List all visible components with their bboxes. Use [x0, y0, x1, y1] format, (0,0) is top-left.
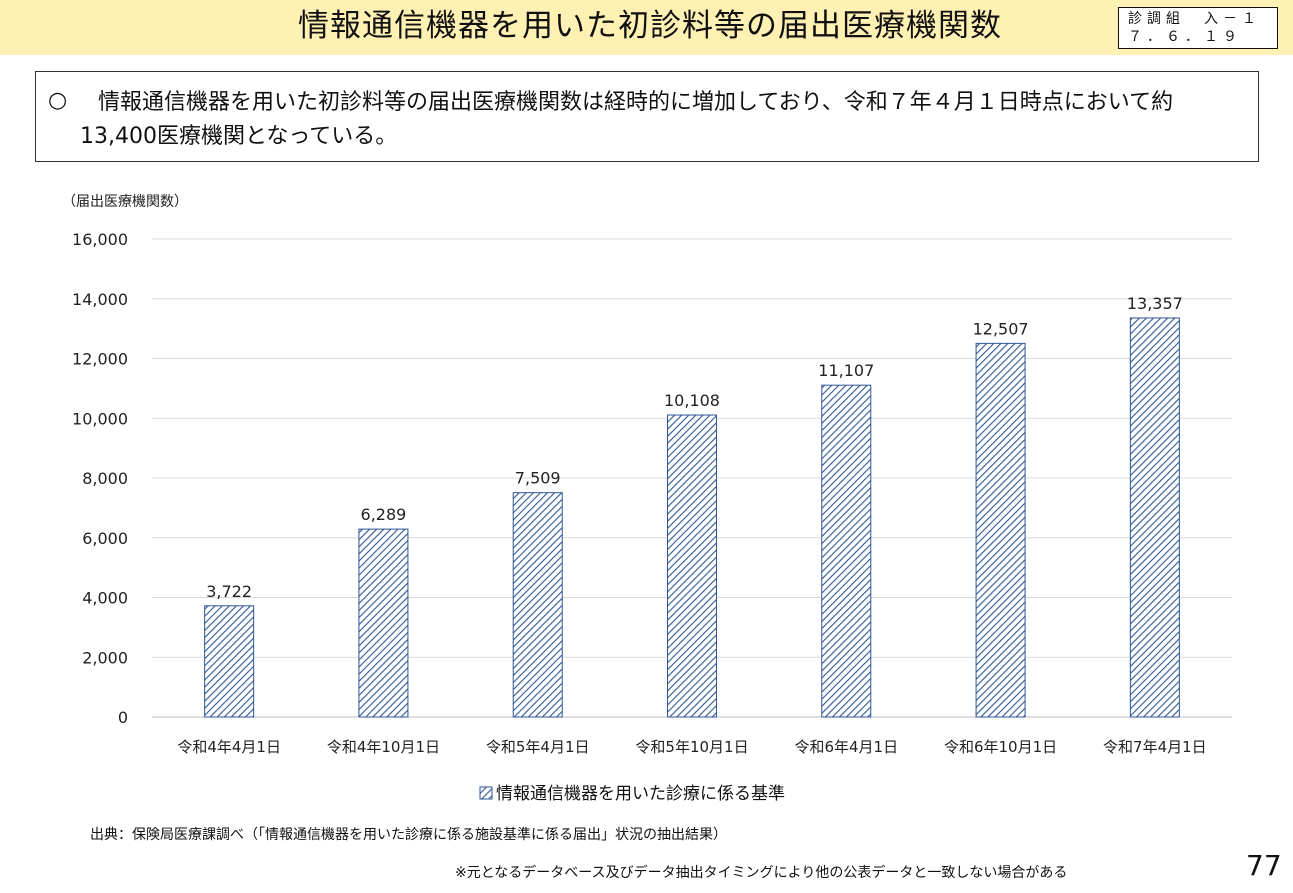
y-tick-label: 6,000 — [82, 529, 128, 548]
bar — [1129, 317, 1180, 718]
bar-value-label: 6,289 — [361, 505, 407, 524]
y-axis-title: （届出医療機関数） — [62, 193, 188, 210]
disclaimer-note: ※元となるデータベース及びデータ抽出タイミングにより他の公表データと一致しない場… — [455, 865, 1068, 881]
bar — [358, 528, 409, 718]
bar-value-label: 7,509 — [515, 469, 561, 488]
document-code-line-2: ７．６．１９ — [1128, 29, 1242, 45]
x-tick-label: 令和4年4月1日 — [177, 738, 281, 756]
y-tick-labels: 0 2,000 4,000 6,000 8,000 10,000 12,000 14,000 1… — [72, 230, 128, 727]
title-band — [0, 0, 1293, 55]
x-tick-label: 令和6年4月1日 — [794, 738, 898, 756]
bar-value-label: 10,108 — [664, 391, 720, 410]
y-tick-label: 12,000 — [72, 350, 128, 369]
summary-bullet-icon: ○ — [48, 88, 68, 113]
y-tick-label: 10,000 — [72, 409, 128, 428]
legend-label: 情報通信機器を用いた診療に係る基準 — [496, 784, 785, 804]
x-tick-label: 令和5年4月1日 — [486, 738, 590, 756]
y-tick-label: 8,000 — [82, 469, 128, 488]
bar-value-label: 13,357 — [1127, 294, 1183, 313]
document-code-line-1: 診調組 入－１ — [1128, 11, 1261, 27]
page-number: 77 — [1246, 849, 1282, 882]
x-tick-label: 令和5年10月1日 — [635, 738, 748, 756]
x-tick-label: 令和4年10月1日 — [327, 738, 440, 756]
summary-text: 情報通信機器を用いた初診料等の届出医療機関数は経時的に増加しており、令和７年４月… — [80, 90, 1174, 149]
y-tick-label: 4,000 — [82, 589, 128, 608]
bar — [975, 342, 1026, 718]
source-note: 出典：保険局医療課調べ（「情報通信機器を用いた診療に係る施設基準に係る届出」状況… — [90, 827, 727, 843]
y-tick-label: 0 — [118, 708, 128, 727]
bars — [204, 317, 1180, 718]
x-tick-labels: 令和4年4月1日 令和4年10月1日 令和5年4月1日 令和5年10月1日 令和6年4月… — [177, 738, 1206, 756]
bar-value-labels: 3,722 6,289 7,509 10,108 11,107 12,507 13,357 — [206, 294, 1183, 601]
bar — [821, 384, 872, 718]
x-tick-label: 令和6年10月1日 — [944, 738, 1057, 756]
bar-value-label: 11,107 — [818, 361, 874, 380]
document-code-box: 診調組 入－１ ７．６．１９ — [1118, 7, 1278, 49]
bar-value-label: 3,722 — [206, 582, 252, 601]
bar — [667, 414, 717, 718]
bar-value-label: 12,507 — [973, 319, 1029, 338]
y-tick-label: 14,000 — [72, 290, 128, 309]
summary-box: ○ 情報通信機器を用いた初診料等の届出医療機関数は経時的に増加しており、令和７年… — [35, 71, 1259, 162]
legend: 情報通信機器を用いた診療に係る基準 — [479, 784, 785, 804]
x-tick-label: 令和7年4月1日 — [1103, 738, 1207, 756]
y-tick-label: 16,000 — [72, 230, 128, 249]
bar — [204, 605, 255, 718]
y-tick-label: 2,000 — [82, 648, 128, 667]
bar — [512, 492, 563, 718]
legend-swatch-icon — [479, 786, 493, 800]
page-title: 情報通信機器を用いた初診料等の届出医療機関数 — [298, 8, 1002, 44]
